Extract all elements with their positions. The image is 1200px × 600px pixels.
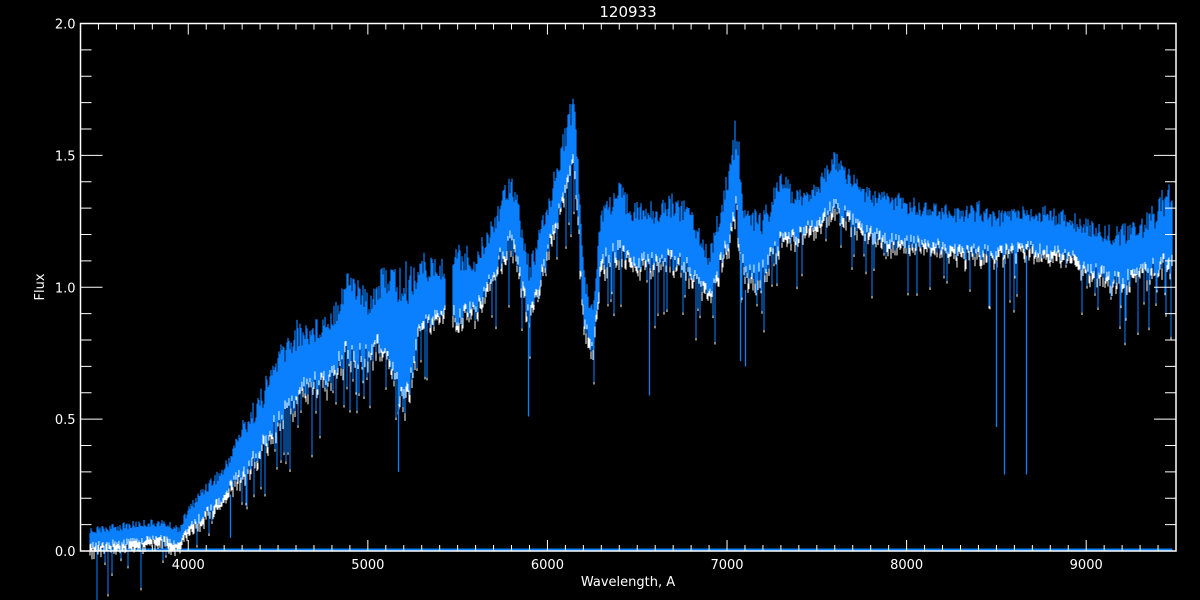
- x-tick-label: 4000: [172, 558, 205, 573]
- y-tick-label: 0.0: [55, 545, 76, 560]
- y-tick-label: 1.5: [55, 149, 76, 164]
- axis-ticks: 4000 5000 6000 7000 8000 9000 0.0 0.5 1.0 1.5 2.0: [55, 18, 1177, 573]
- spectrum-marks: [89, 98, 1173, 600]
- x-tick-label: 9000: [1070, 558, 1103, 573]
- x-tick-label: 5000: [351, 558, 384, 573]
- x-tick-label: 7000: [710, 558, 743, 573]
- y-axis-label: Flux: [33, 273, 48, 300]
- y-tick-label: 2.0: [55, 18, 76, 33]
- y-tick-label: 1.0: [55, 281, 76, 296]
- x-tick-label: 6000: [531, 558, 564, 573]
- x-axis-label: Wavelength, A: [581, 575, 675, 590]
- x-tick-label: 8000: [890, 558, 923, 573]
- y-tick-label: 0.5: [55, 413, 76, 428]
- chart-title: 120933: [599, 3, 656, 21]
